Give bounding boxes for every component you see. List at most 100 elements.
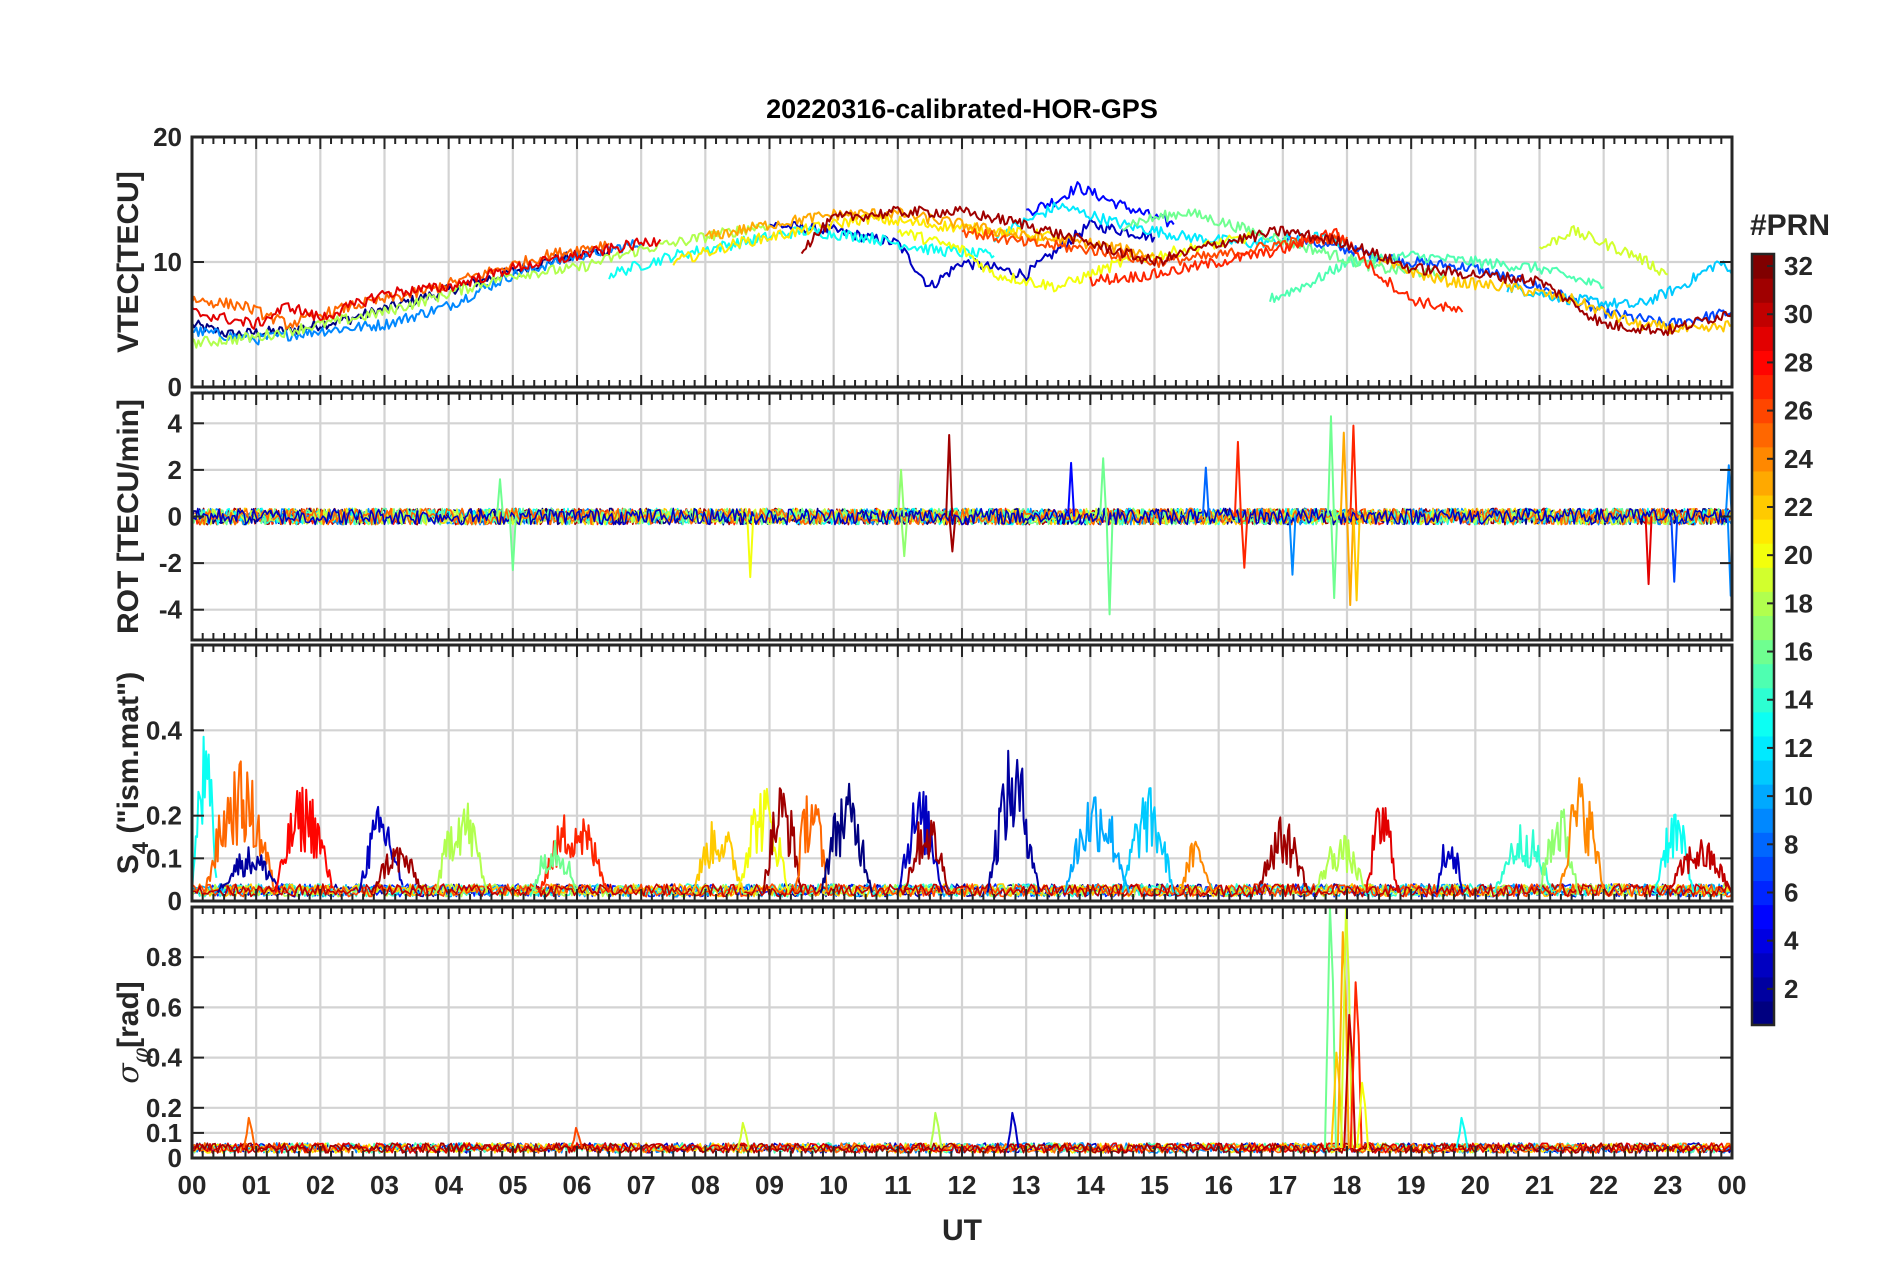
rot-spike <box>1352 516 1361 602</box>
s4-burst-prn-22 <box>691 821 745 893</box>
sigma-event-prn-3 <box>1006 1111 1020 1149</box>
rot-spike <box>1339 431 1348 517</box>
x-axis-label: UT <box>942 1214 982 1247</box>
y-tick-label: 0 <box>168 886 182 916</box>
y-tick-label: 2 <box>168 455 182 485</box>
colorbar-segment <box>1752 543 1774 568</box>
s4-burst-prn-24 <box>1179 840 1214 893</box>
colorbar-tick-label: 26 <box>1784 396 1813 426</box>
colorbar-tick-label: 30 <box>1784 299 1813 329</box>
colorbar-segment <box>1752 278 1774 303</box>
colorbar-segment <box>1752 639 1774 665</box>
sigma-event-prn-13 <box>1455 1116 1469 1149</box>
rot-noise-prn-3 <box>192 507 1731 526</box>
sigma-event-prn-18 <box>929 1111 943 1149</box>
x-tick-label: 02 <box>306 1170 335 1200</box>
rot-spike <box>1288 516 1297 576</box>
colorbar-tick-label: 22 <box>1784 492 1813 522</box>
colorbar-segment <box>1752 446 1774 472</box>
colorbar-tick-label: 6 <box>1784 877 1798 907</box>
y-axis-label-sub: 4 <box>128 841 153 854</box>
colorbar-segment <box>1752 952 1774 978</box>
vtec-series-prn-27 <box>1089 227 1464 313</box>
panel-vtec: 0 10 20 VTEC[TECU] <box>112 122 1734 402</box>
colorbar-tick-label: 4 <box>1784 926 1799 956</box>
rot-spike <box>1644 516 1653 586</box>
y-axis-label-main: σ <box>111 1062 146 1084</box>
s4-burst-prn-18 <box>434 802 489 893</box>
s4-burst-prn-3 <box>896 790 944 893</box>
s4-burst-prn-31 <box>1256 816 1310 893</box>
y-axis-label: ROT [TECU/min] <box>112 399 145 634</box>
rot-spike <box>1346 516 1355 607</box>
s4-burst-prn-16 <box>531 839 578 893</box>
colorbar-segment <box>1752 832 1774 857</box>
panel-frame <box>190 391 1734 642</box>
colorbar-segment <box>1752 735 1774 761</box>
s4-burst-prn-31 <box>903 819 951 893</box>
sigma-event-prn-20 <box>1356 1081 1370 1149</box>
vtec-series-prn-26 <box>961 228 1348 269</box>
y-axis-label-rest: ("ism.mat") <box>112 672 145 842</box>
rot-spike <box>1670 516 1679 583</box>
s4-burst-prn-3 <box>1435 843 1464 893</box>
panel-frame <box>190 643 1734 903</box>
colorbar-tick-label: 14 <box>1784 685 1813 715</box>
s4-burst-prn-31 <box>762 787 803 893</box>
colorbar-frame <box>1750 252 1776 1027</box>
colorbar-tick-label: 10 <box>1784 781 1813 811</box>
sigma-event-prn-16 <box>1323 907 1337 1148</box>
colorbar-tick-label: 24 <box>1784 444 1813 474</box>
x-tick-label: 01 <box>242 1170 271 1200</box>
y-tick-label: 0.6 <box>146 992 182 1022</box>
panel-data <box>192 181 1732 349</box>
rot-spike <box>897 468 906 517</box>
x-tick-label: 18 <box>1333 1170 1362 1200</box>
vtec-series-prn-25 <box>192 240 610 330</box>
colorbar-segment <box>1752 350 1774 376</box>
vtec-series-prn-16 <box>1122 208 1445 281</box>
rot-spike <box>1240 516 1249 569</box>
rot-spike <box>746 516 755 579</box>
s4-burst-prn-17 <box>1538 808 1579 893</box>
s4-burst-prn-13 <box>192 735 218 893</box>
y-tick-label: 0.2 <box>146 1093 182 1123</box>
rot-spike <box>1326 415 1335 517</box>
s4-burst-prn-24 <box>1557 777 1605 893</box>
colorbar-segment <box>1752 326 1774 351</box>
colorbar-segment <box>1752 519 1774 544</box>
y-axis-label: S4 ("ism.mat") <box>112 672 153 874</box>
panel-rot: -4 -2 0 2 4 ROT [TECU/min] <box>112 391 1734 642</box>
rot-spike <box>1067 461 1076 517</box>
colorbar-tick-label: 16 <box>1784 637 1813 667</box>
panel-frame <box>190 905 1734 1160</box>
vtec-series-prn-13 <box>608 226 995 280</box>
panel-sigma_phi: 00.10.2 0.4 0.6 0.8 σφ[rad] <box>111 905 1734 1173</box>
colorbar-segment <box>1752 374 1774 400</box>
x-tick-label: 04 <box>434 1170 463 1200</box>
y-axis-label: σφ[rad] <box>111 981 154 1084</box>
colorbar-tick-label: 20 <box>1784 540 1813 570</box>
s4-burst-prn-28 <box>274 786 333 893</box>
y-axis-label: VTEC[TECU] <box>112 171 145 353</box>
x-tick-label: 11 <box>884 1170 912 1200</box>
x-tick-label: 15 <box>1140 1170 1169 1200</box>
colorbar-tick-label: 18 <box>1784 588 1813 618</box>
x-tick-label: 05 <box>498 1170 527 1200</box>
s4-burst-prn-20 <box>736 787 790 893</box>
x-tick-label: 03 <box>370 1170 399 1200</box>
s4-burst-prn-25 <box>203 760 276 893</box>
y-tick-label: 20 <box>153 122 182 152</box>
colorbar-strip <box>1750 252 1776 1027</box>
vtec-series-prn-20 <box>897 229 1252 293</box>
colorbar-segment <box>1752 687 1774 713</box>
colorbar-segment <box>1752 784 1774 809</box>
vtec-series-prn-5 <box>1025 181 1175 228</box>
panel-data <box>192 415 1732 616</box>
y-tick-label: 10 <box>153 247 182 277</box>
y-tick-label: -2 <box>159 548 182 578</box>
colorbar-segment <box>1752 856 1774 882</box>
s4-burst-prn-25 <box>794 795 829 893</box>
